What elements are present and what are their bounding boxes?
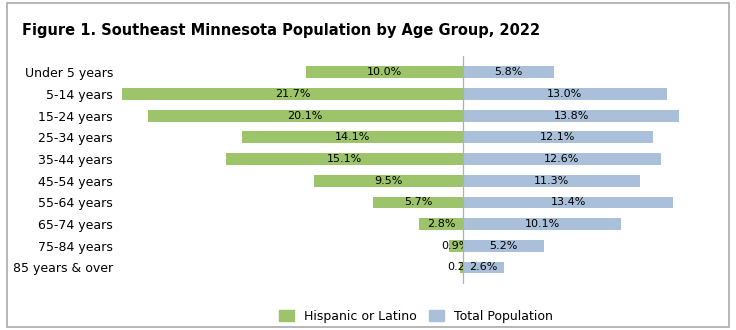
Text: 11.3%: 11.3% bbox=[534, 176, 569, 186]
Text: 13.0%: 13.0% bbox=[548, 89, 582, 99]
Text: 5.8%: 5.8% bbox=[494, 67, 523, 78]
Bar bbox=[419, 218, 463, 230]
Text: 14.1%: 14.1% bbox=[335, 132, 370, 143]
Bar bbox=[314, 175, 463, 187]
Text: 13.8%: 13.8% bbox=[553, 111, 589, 121]
Text: 2.8%: 2.8% bbox=[427, 219, 455, 229]
Bar bbox=[241, 131, 463, 144]
Bar bbox=[449, 240, 463, 252]
Text: 0.2%: 0.2% bbox=[447, 262, 475, 273]
Bar bbox=[463, 196, 673, 209]
Legend: Hispanic or Latino, Total Population: Hispanic or Latino, Total Population bbox=[274, 305, 558, 328]
Bar bbox=[463, 175, 640, 187]
Text: 13.4%: 13.4% bbox=[551, 197, 586, 208]
Text: Figure 1. Southeast Minnesota Population by Age Group, 2022: Figure 1. Southeast Minnesota Population… bbox=[22, 23, 540, 38]
Text: 20.1%: 20.1% bbox=[288, 111, 323, 121]
Bar bbox=[463, 153, 661, 165]
Bar bbox=[373, 196, 463, 209]
Bar bbox=[463, 131, 653, 144]
Text: 12.1%: 12.1% bbox=[540, 132, 576, 143]
Bar bbox=[463, 110, 679, 122]
Text: 5.7%: 5.7% bbox=[404, 197, 432, 208]
Text: 0.9%: 0.9% bbox=[442, 241, 470, 251]
Bar bbox=[463, 262, 503, 274]
Text: 9.5%: 9.5% bbox=[374, 176, 403, 186]
Bar bbox=[147, 110, 463, 122]
Bar bbox=[306, 66, 463, 78]
Bar bbox=[122, 88, 463, 100]
Text: 15.1%: 15.1% bbox=[327, 154, 362, 164]
Bar bbox=[463, 66, 554, 78]
Text: 21.7%: 21.7% bbox=[275, 89, 311, 99]
Text: 12.6%: 12.6% bbox=[544, 154, 579, 164]
Text: 5.2%: 5.2% bbox=[489, 241, 518, 251]
Text: 10.1%: 10.1% bbox=[525, 219, 560, 229]
Bar bbox=[463, 88, 667, 100]
Text: 10.0%: 10.0% bbox=[367, 67, 402, 78]
Bar bbox=[460, 262, 463, 274]
Bar bbox=[463, 218, 621, 230]
Bar bbox=[226, 153, 463, 165]
Text: 2.6%: 2.6% bbox=[469, 262, 498, 273]
Bar bbox=[463, 240, 545, 252]
